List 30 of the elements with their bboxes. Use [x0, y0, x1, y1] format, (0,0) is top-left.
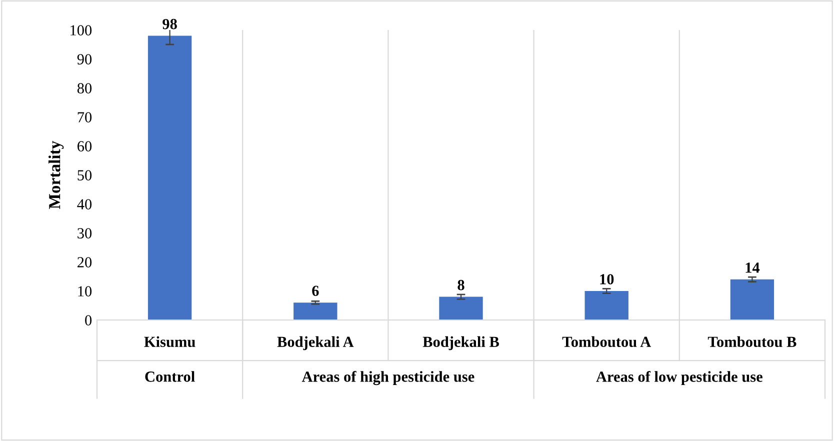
x-tick-label: Tomboutou A	[562, 336, 652, 348]
text: Control	[145, 371, 195, 382]
data-label: 10	[600, 274, 614, 284]
data-label: 98	[162, 18, 177, 30]
bar	[439, 296, 483, 320]
data-label: 8	[458, 280, 464, 290]
bar	[148, 36, 192, 320]
x-tick-label: Kisumu	[144, 336, 196, 348]
x-tick-label: Tomboutou B	[708, 336, 796, 348]
y-tick-label: 50	[78, 170, 92, 180]
y-tick-label: 40	[77, 199, 92, 210]
bar	[730, 279, 774, 320]
y-tick-label: 0	[85, 315, 92, 326]
x-tick-label: Bodjekali B	[422, 336, 499, 350]
text: Areas of low pesticide use	[596, 370, 762, 386]
y-tick-label: 60	[78, 141, 92, 152]
y-tick-label: 20	[78, 257, 92, 268]
x-tick-label: Bodjekali A	[277, 336, 354, 350]
y-axis-title: Mortality	[48, 140, 64, 209]
bar	[294, 302, 338, 320]
y-tick-label: 100	[70, 25, 92, 36]
text: Areas of high pesticide use	[302, 370, 474, 386]
bar	[584, 291, 628, 320]
data-label: 6	[312, 286, 319, 296]
y-tick-label: 90	[77, 54, 92, 64]
data-label: 14	[746, 262, 760, 273]
y-tick-label: 30	[78, 228, 92, 238]
y-tick-label: 70	[78, 112, 92, 122]
y-tick-label: 10	[78, 286, 92, 296]
y-tick-label: 80	[77, 83, 92, 94]
